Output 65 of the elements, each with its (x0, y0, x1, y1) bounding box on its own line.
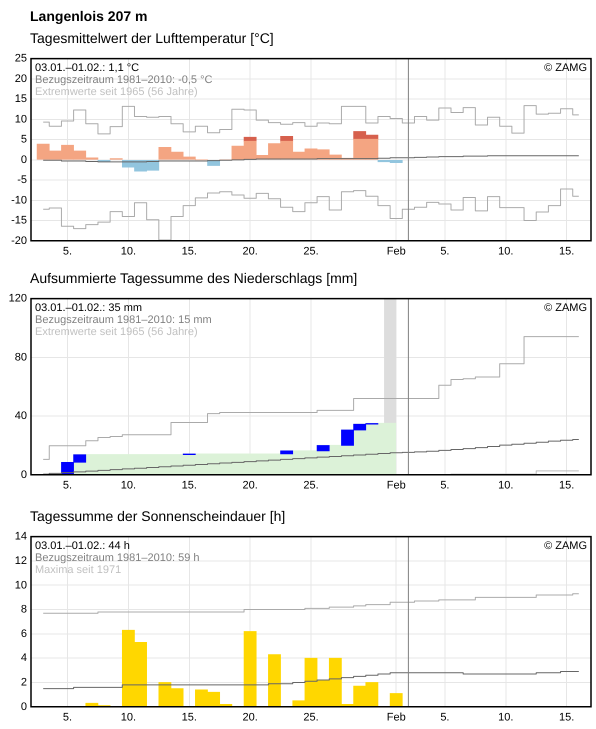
x-tick-label: 15. (182, 711, 197, 724)
x-tick-label: 5. (62, 479, 72, 492)
annotation: Maxima seit 1971 (35, 564, 122, 576)
x-tick-label: 25. (303, 245, 319, 258)
y-tick-label: 0 (20, 468, 27, 481)
x-tick-label: 25. (303, 479, 319, 492)
x-tick-label: 20. (242, 245, 258, 258)
x-tick-label: 10. (120, 479, 136, 492)
chart-title: Langenlois 207 m (29, 7, 148, 26)
annotation: Bezugszeitraum 1981–2010: 15 mm (35, 314, 212, 326)
y-tick-label: -5 (17, 174, 27, 186)
y-tick-label: -20 (11, 234, 27, 247)
x-tick-label: 10. (120, 711, 136, 724)
chart-title: Tagessumme der Sonnenscheindauer [h] (29, 507, 286, 526)
x-tick-label: 15. (559, 245, 574, 258)
x-tick-label: 10. (498, 711, 514, 724)
y-tick-label: 15 (14, 93, 27, 106)
y-tick-label: 12 (14, 554, 27, 567)
annotation: Bezugszeitraum 1981–2010: 59 h (35, 552, 200, 564)
x-tick-label: 15. (559, 479, 574, 492)
x-tick-label: Feb (386, 479, 406, 492)
y-tick-label: 0 (20, 700, 27, 713)
chart-subtitle: Tagesmittelwert der Lufttemperatur [°C] (29, 29, 275, 48)
y-tick-label: 6 (20, 628, 27, 640)
annotation: 03.01.–01.02.: 1,1 °C (35, 62, 140, 74)
annotation: 03.01.–01.02.: 35 mm (35, 302, 142, 314)
y-tick-label: 4 (20, 652, 27, 664)
annotation: © ZAMG (544, 540, 587, 552)
x-tick-label: Feb (386, 711, 406, 724)
x-tick-label: 5. (62, 245, 72, 258)
x-tick-label: 5. (440, 711, 450, 724)
y-tick-label: 5 (20, 134, 27, 146)
y-tick-label: 0 (20, 154, 27, 166)
y-tick-label: 8 (20, 604, 27, 616)
y-tick-label: 14 (14, 530, 27, 543)
y-tick-label: 25 (14, 52, 27, 65)
x-tick-label: 15. (559, 711, 574, 724)
x-tick-label: 5. (440, 245, 450, 258)
x-tick-label: 25. (303, 711, 319, 724)
annotation: 03.01.–01.02.: 44 h (35, 540, 130, 552)
x-tick-label: 10. (498, 479, 514, 492)
y-tick-label: 40 (14, 410, 27, 422)
y-tick-label: 80 (14, 351, 27, 364)
x-tick-label: 10. (120, 245, 136, 258)
x-tick-label: Feb (386, 245, 406, 258)
x-tick-label: 20. (242, 479, 258, 492)
annotation: Extremwerte seit 1965 (56 Jahre) (35, 326, 198, 338)
x-tick-label: 5. (440, 479, 450, 492)
y-tick-label: 10 (14, 113, 27, 126)
y-tick-label: -15 (11, 214, 27, 227)
x-tick-label: 15. (182, 479, 197, 492)
chart-title: Aufsummierte Tagessumme des Niederschlags [mm] (29, 269, 358, 288)
y-tick-label: 2 (20, 676, 27, 689)
y-tick-label: 20 (14, 72, 27, 85)
x-tick-label: 10. (498, 245, 514, 258)
x-tick-label: 5. (62, 711, 72, 724)
annotation: Bezugszeitraum 1981–2010: -0,5 °C (35, 74, 213, 86)
annotation: © ZAMG (544, 62, 587, 74)
x-tick-label: 20. (242, 711, 258, 724)
y-tick-label: 120 (8, 292, 27, 305)
annotation: Extremwerte seit 1965 (56 Jahre) (35, 86, 198, 98)
y-tick-label: -10 (11, 194, 27, 206)
annotation: © ZAMG (544, 302, 587, 314)
x-tick-label: 15. (182, 245, 197, 258)
y-tick-label: 10 (14, 579, 27, 592)
